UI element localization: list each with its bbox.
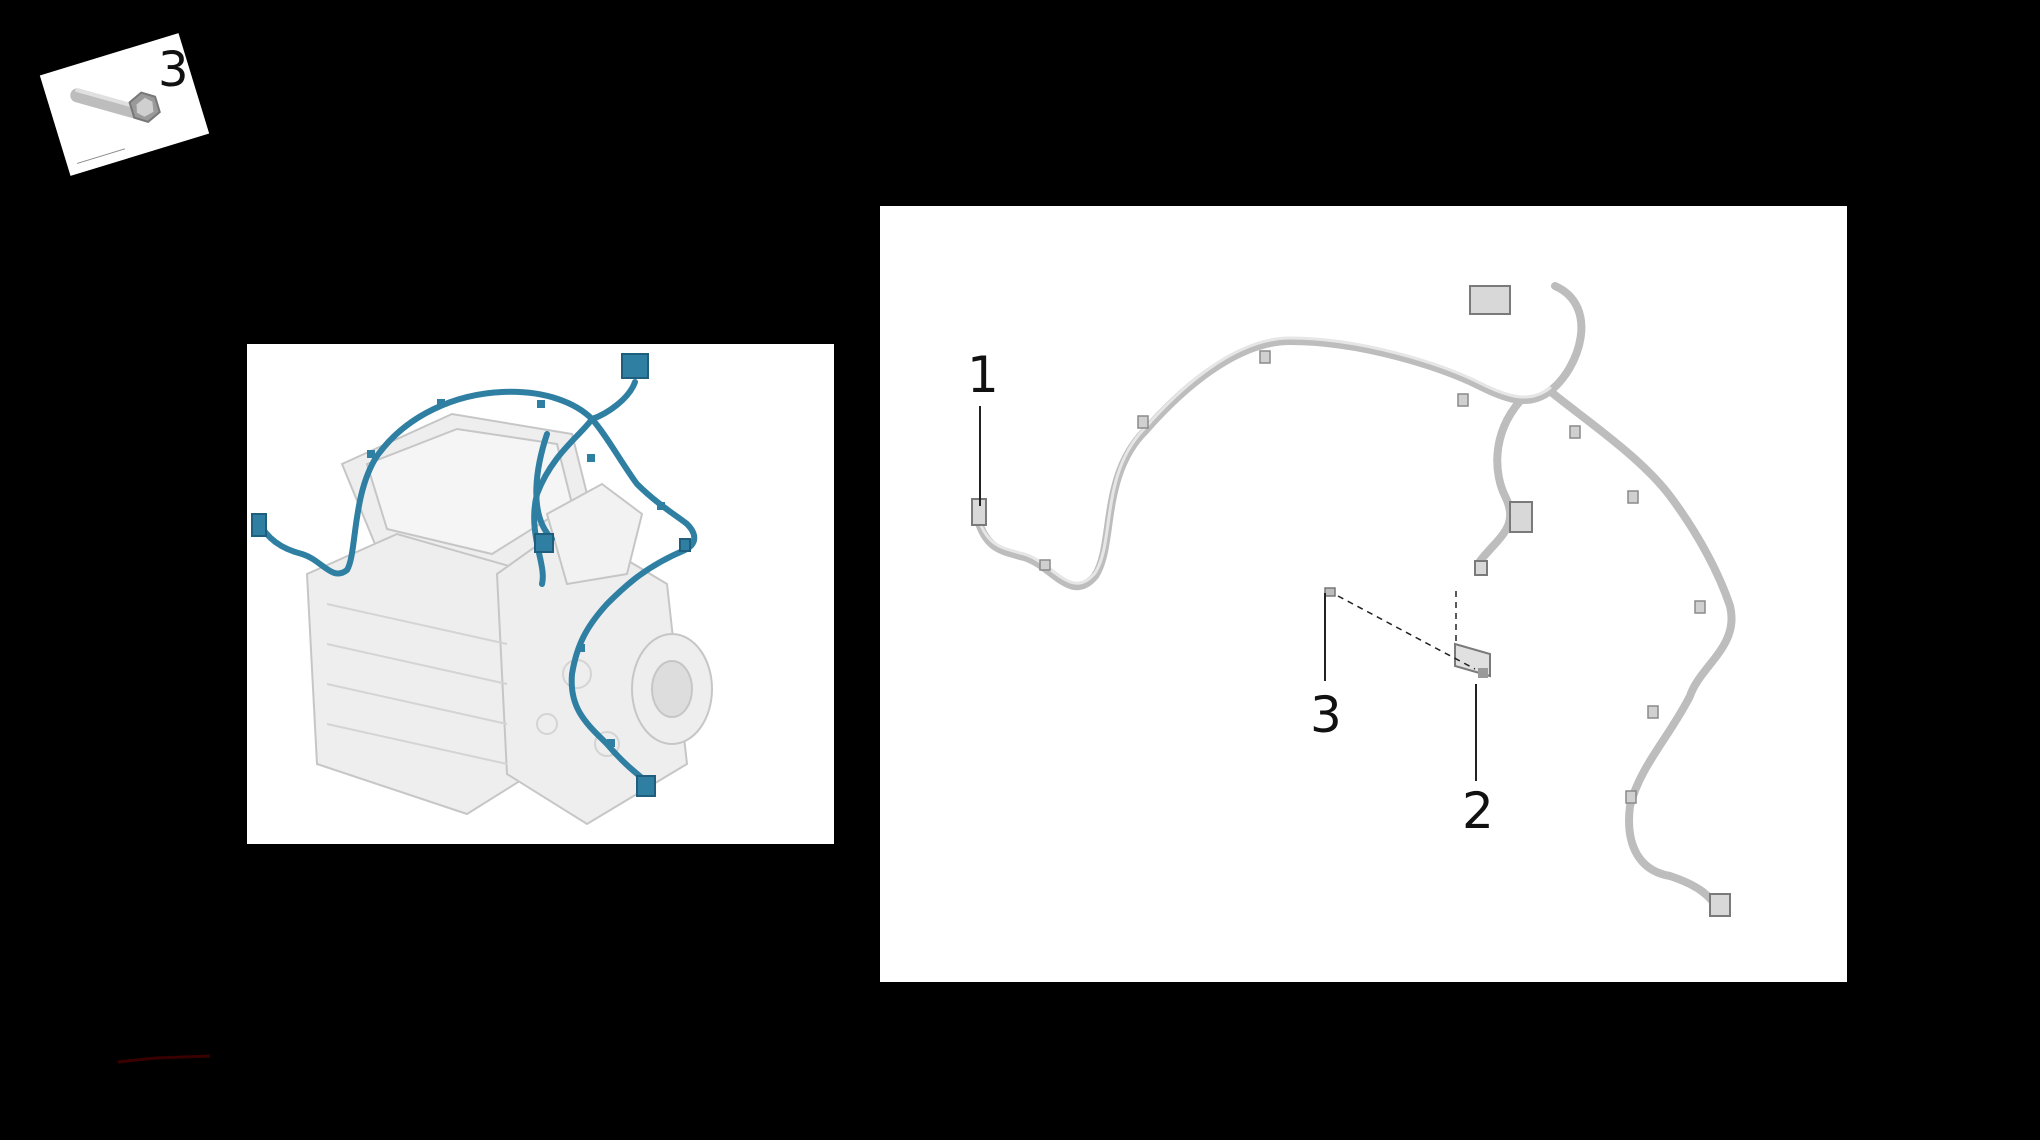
bolt-thumbnail-label: 3 bbox=[158, 42, 189, 98]
motor-overview-panel[interactable] bbox=[247, 344, 834, 844]
callout-leader-lines bbox=[979, 406, 1477, 781]
callout-1: 1 bbox=[967, 346, 999, 404]
bolt-thumbnail[interactable] bbox=[39, 33, 210, 176]
harness-exploded-panel[interactable]: 1 3 2 bbox=[880, 206, 1847, 982]
red-mark bbox=[117, 1054, 211, 1064]
bolt-icon bbox=[70, 87, 161, 164]
assembly-guide-lines bbox=[1337, 591, 1476, 670]
harness-connectors bbox=[971, 285, 1731, 917]
motor-assembly-illustration bbox=[251, 353, 713, 826]
harness-clips bbox=[1039, 350, 1706, 804]
harness-clips bbox=[367, 399, 665, 747]
callout-2: 2 bbox=[1462, 782, 1494, 840]
callout-3: 3 bbox=[1310, 686, 1342, 744]
blue-wiring-harness bbox=[256, 379, 698, 785]
harness-connectors bbox=[251, 353, 691, 797]
gray-wiring-harness bbox=[976, 282, 1736, 915]
bracket-hole bbox=[1478, 668, 1488, 678]
junction-box bbox=[545, 482, 644, 586]
screw-part bbox=[1324, 587, 1336, 597]
wiring-harness-illustration bbox=[971, 282, 1736, 917]
